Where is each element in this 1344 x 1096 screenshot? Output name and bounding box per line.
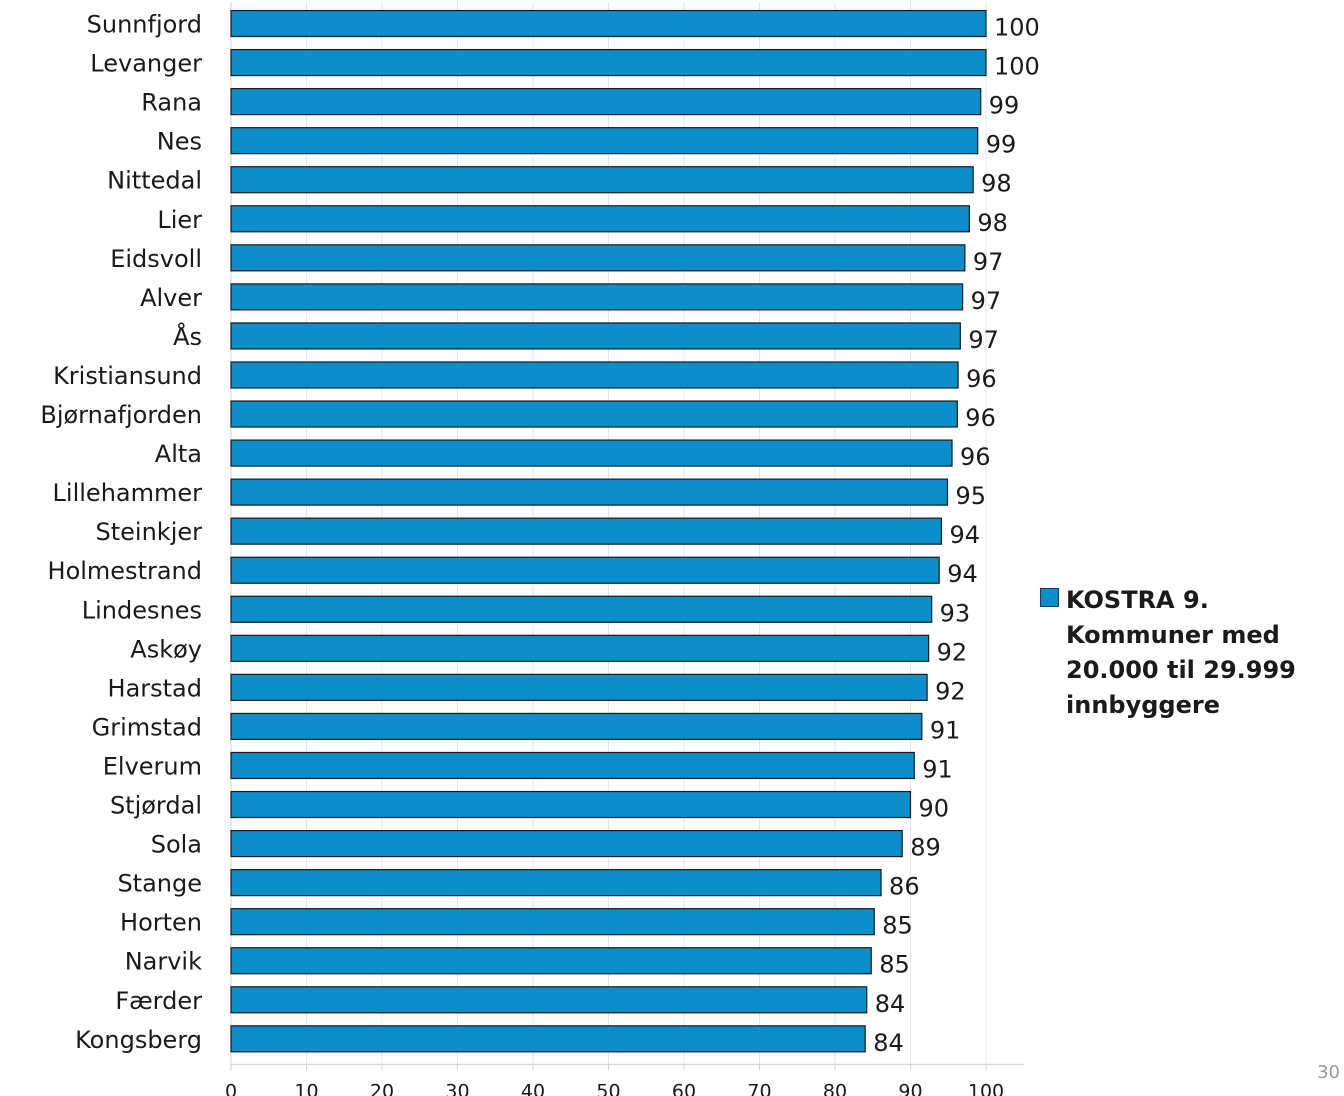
bar [230,869,882,897]
category-label: Kongsberg [75,1026,202,1054]
category-label: Kristiansund [53,362,202,390]
category-label: Alver [140,284,202,312]
data-label: 97 [971,287,1002,315]
x-tick-label: 90 [898,1080,922,1096]
data-label: 99 [986,131,1017,159]
x-tick-label: 10 [294,1080,318,1096]
category-label: Levanger [90,50,202,78]
bar [230,1025,866,1053]
bar [230,361,959,389]
category-label: Bjørnafjorden [40,401,202,429]
data-label: 91 [930,716,961,744]
data-label: 98 [977,209,1008,237]
bar [230,439,953,467]
data-label: 100 [994,53,1040,81]
category-label: Færder [115,987,202,1015]
category-label: Sola [151,831,202,859]
x-tick-label: 60 [672,1080,696,1096]
x-tick-label: 50 [596,1080,620,1096]
data-label: 90 [919,795,950,823]
bar [230,595,933,623]
category-label: Grimstad [92,713,202,741]
bar [230,947,872,975]
category-label: Stange [117,870,202,898]
x-tick-label: 70 [747,1080,771,1096]
legend-swatch [1040,588,1059,607]
bar [230,322,961,350]
page-number: 30 [1317,1062,1340,1083]
data-label: 97 [973,248,1004,276]
category-label: Rana [141,89,202,117]
data-label: 94 [949,521,980,549]
data-label: 91 [922,755,953,783]
data-label: 98 [981,170,1012,198]
bar [230,9,987,38]
category-label: Holmestrand [48,557,202,585]
category-label: Narvik [125,948,202,976]
bar [230,673,928,701]
bar [230,712,923,741]
data-label: 89 [910,834,941,862]
x-tick-label: 30 [445,1080,469,1096]
data-label: 99 [989,92,1020,120]
bar [230,244,966,272]
bar [230,908,875,936]
x-tick-label: 0 [225,1080,237,1096]
legend-label: KOSTRA 9. Kommuner med 20.000 til 29.999… [1066,586,1296,719]
bar [230,88,982,116]
category-label: Stjørdal [110,792,202,820]
bar [230,634,930,662]
data-label: 84 [875,990,906,1018]
data-label: 94 [947,560,978,588]
category-label: Elverum [103,752,202,780]
bar [230,205,970,233]
bar [230,166,974,194]
bar [230,986,868,1014]
bar [230,283,964,311]
category-label: Lindesnes [82,596,202,624]
bar [230,127,979,155]
data-label: 85 [882,912,913,940]
data-label: 85 [879,951,910,979]
x-tick-label: 20 [370,1080,394,1096]
bar [230,829,903,858]
x-tick-label: 100 [968,1080,1004,1096]
bar [230,478,949,506]
category-label: Alta [155,440,202,468]
bar [230,751,915,780]
bar [230,790,912,819]
data-label: 100 [994,14,1040,42]
category-label: Lier [157,206,202,234]
data-label: 92 [937,638,968,666]
bar [230,517,943,545]
data-label: 92 [935,677,966,705]
category-label: Lillehammer [53,479,203,507]
category-label: Horten [120,909,202,937]
data-label: 96 [965,404,996,432]
x-tick-label: 80 [823,1080,847,1096]
x-tick-label: 40 [521,1080,545,1096]
category-label: Sunnfjord [87,11,202,39]
category-label: Steinkjer [96,518,203,546]
bar [230,48,987,77]
data-label: 97 [968,326,999,354]
category-label: Harstad [108,674,202,702]
category-label: Ås [173,322,202,351]
category-label: Nes [157,128,202,156]
category-label: Nittedal [107,167,202,195]
bar [230,400,958,428]
data-label: 93 [940,599,971,627]
data-label: 86 [889,873,920,901]
data-label: 96 [966,365,997,393]
category-label: Askøy [130,635,202,663]
bar [230,556,940,584]
category-label: Eidsvoll [110,245,202,273]
data-label: 96 [960,443,991,471]
data-label: 95 [955,482,986,510]
data-label: 84 [873,1029,904,1057]
